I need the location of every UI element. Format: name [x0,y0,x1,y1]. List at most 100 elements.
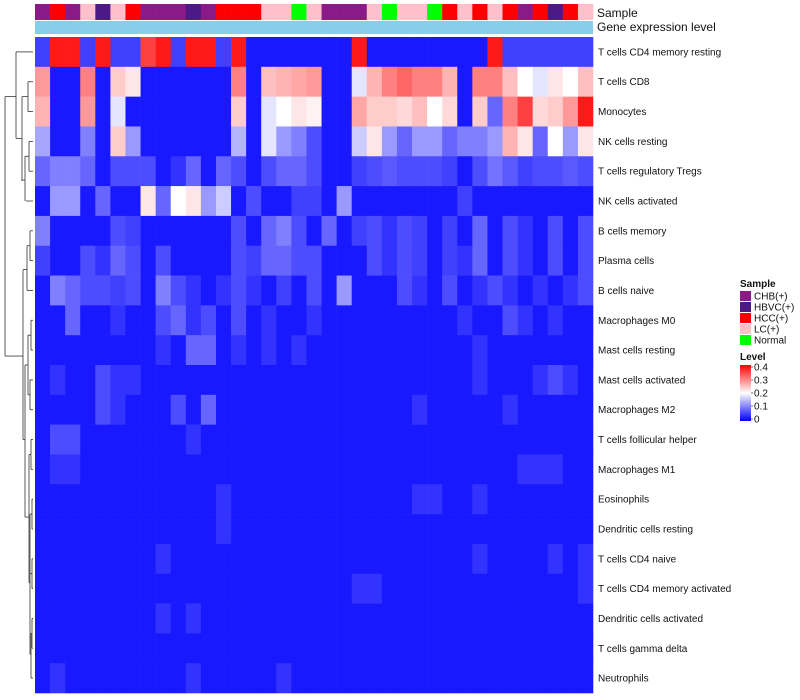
heatmap-cell [351,156,368,187]
heatmap-cell [215,365,232,396]
heatmap-cell [185,335,202,366]
heatmap-cell [200,66,217,97]
heatmap-cell [457,245,473,276]
sample-annotation-cell [65,4,81,20]
heatmap-cell [110,633,126,664]
heatmap-cell [532,365,549,396]
heatmap-cell [472,424,488,455]
heatmap-cell [200,424,217,455]
heatmap-cell [231,156,247,187]
heatmap-cell [457,663,473,694]
heatmap-cell [412,335,428,366]
heatmap-cell [517,126,533,157]
heatmap-cell [412,275,428,306]
heatmap-cell [231,633,247,664]
heatmap-cell [427,215,443,247]
sample-annotation-cell [442,4,458,20]
heatmap-cell [412,663,428,694]
heatmap-cell [472,514,488,545]
heatmap-cell [50,394,66,425]
row-label: Neutrophils [598,674,649,685]
heatmap-cell [547,663,564,694]
heatmap-cell [291,186,307,217]
heatmap-cell [336,603,353,634]
heatmap-cell [487,96,503,127]
heatmap-cell [185,633,202,664]
heatmap-cell [185,365,202,396]
heatmap-cell [276,305,292,336]
heatmap-cell [487,663,503,694]
heatmap-cell [381,663,398,694]
heatmap-cell [381,126,398,157]
heatmap-cell [502,156,518,187]
heatmap-cell [457,603,473,634]
heatmap-cell [562,365,579,396]
heatmap-cell [291,573,307,604]
heatmap-cell [140,66,156,97]
heatmap-cell [261,96,277,127]
heatmap-cell [155,156,172,187]
heatmap-cell [457,126,473,157]
sample-annotation-cell [215,4,232,20]
heatmap-cell [472,365,488,396]
heatmap-cell [442,37,458,68]
heatmap-cell [155,305,172,336]
heatmap-cell [502,365,518,396]
heatmap-cell [396,96,413,127]
heatmap-cell [502,245,518,276]
heatmap-cell [246,543,262,575]
heatmap-cell [200,663,217,694]
heatmap-cell [261,66,277,97]
heatmap-cell [577,335,594,366]
heatmap-cell [321,156,337,187]
heatmap-cell [577,156,594,187]
heatmap-cell [231,543,247,575]
sample-annotation-cell [457,4,473,20]
heatmap-cell [562,573,579,604]
legend-swatch [740,291,751,301]
heatmap-cell [396,245,413,276]
heatmap-cell [200,454,217,485]
heatmap-cell [577,245,594,276]
heatmap-cell [457,215,473,247]
heatmap-cell [457,633,473,664]
heatmap-cell [80,573,96,604]
heatmap-cell [65,454,81,485]
heatmap-cell [547,573,564,604]
heatmap-cell [577,633,594,664]
heatmap-cell [457,454,473,485]
heatmap-cell [487,245,503,276]
heatmap-cell [321,663,337,694]
heatmap-cell [412,66,428,97]
row-dendrogram [4,51,33,679]
heatmap-cell [472,66,488,97]
heatmap-cell [396,186,413,217]
heatmap-cell [276,603,292,634]
heatmap-cell [140,394,156,425]
heatmap-cell [396,573,413,604]
heatmap-cell [336,335,353,366]
heatmap-cell [442,365,458,396]
heatmap-cell [412,514,428,545]
heatmap-cell [472,394,488,425]
heatmap-cell [532,484,549,515]
heatmap-cell [306,96,322,127]
heatmap-cell [110,484,126,515]
heatmap-cell [50,186,66,217]
heatmap-cell [517,215,533,247]
heatmap-cell [95,394,111,425]
legend-level-title: Level [740,352,766,363]
heatmap-cell [351,37,368,68]
heatmap-cell [396,454,413,485]
heatmap-cell [396,394,413,425]
heatmap-cell [306,484,322,515]
heatmap-cell [185,603,202,634]
heatmap-cell [412,365,428,396]
heatmap-cell [381,633,398,664]
heatmap-cell [276,186,292,217]
heatmap-cell [170,37,187,68]
heatmap-cell [487,126,503,157]
heatmap-cell [381,394,398,425]
heatmap-cell [381,454,398,485]
heatmap-cell [532,215,549,247]
